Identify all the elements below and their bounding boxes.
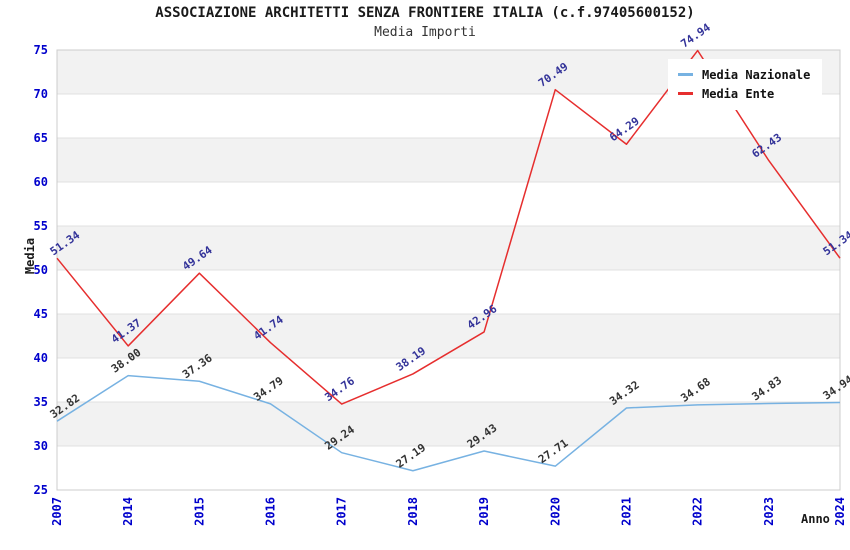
plot-band <box>57 314 840 358</box>
x-tick-label: 2021 <box>619 497 633 526</box>
legend-label-nazionale: Media Nazionale <box>702 67 811 82</box>
y-tick-label: 70 <box>34 87 48 101</box>
y-tick-label: 60 <box>34 175 48 189</box>
series-line-nazionale <box>56 374 841 472</box>
y-tick-label: 25 <box>34 483 48 497</box>
x-tick-label: 2017 <box>335 497 349 526</box>
x-tick-label: 2007 <box>50 497 64 526</box>
legend-line-nazionale-icon <box>678 73 693 76</box>
y-tick-label: 30 <box>34 439 48 453</box>
legend-item-nazionale: Media Nazionale <box>678 65 810 84</box>
legend-item-ente: Media Ente <box>678 84 810 103</box>
data-label-nazionale: 34.68 <box>678 375 713 405</box>
y-tick-label: 40 <box>34 351 48 365</box>
x-tick-label: 2020 <box>548 497 562 526</box>
x-tick-label: 2018 <box>406 497 420 526</box>
y-tick-label: 75 <box>34 43 48 57</box>
y-tick-label: 65 <box>34 131 48 145</box>
data-label-ente: 74.94 <box>678 21 713 51</box>
y-tick-label: 35 <box>34 395 48 409</box>
x-tick-label: 2023 <box>762 497 776 526</box>
x-tick-label: 2019 <box>477 497 491 526</box>
data-label-nazionale: 34.79 <box>251 374 286 404</box>
plot-band <box>57 402 840 446</box>
chart-subtitle: Media Importi <box>374 25 476 40</box>
data-label-nazionale: 34.83 <box>750 374 785 404</box>
y-tick-label: 50 <box>34 263 48 277</box>
x-tick-label: 2014 <box>121 497 135 526</box>
legend-label-ente: Media Ente <box>702 86 775 101</box>
chart-title: ASSOCIAZIONE ARCHITETTI SENZA FRONTIERE … <box>155 5 695 21</box>
x-tick-label: 2022 <box>691 497 705 526</box>
legend-line-ente-icon <box>678 92 693 95</box>
legend: Media Nazionale Media Ente <box>668 59 823 110</box>
plot-border <box>56 49 841 491</box>
x-tick-label: 2015 <box>192 497 206 526</box>
y-tick-label: 45 <box>34 307 48 321</box>
x-tick-label: 2024 <box>833 497 847 526</box>
data-label-nazionale: 34.94 <box>821 373 850 403</box>
plot-band <box>57 138 840 182</box>
plot-band <box>57 226 840 270</box>
y-tick-label: 55 <box>34 219 48 233</box>
x-tick-label: 2016 <box>264 497 278 526</box>
x-axis-title: Anno <box>801 512 830 526</box>
